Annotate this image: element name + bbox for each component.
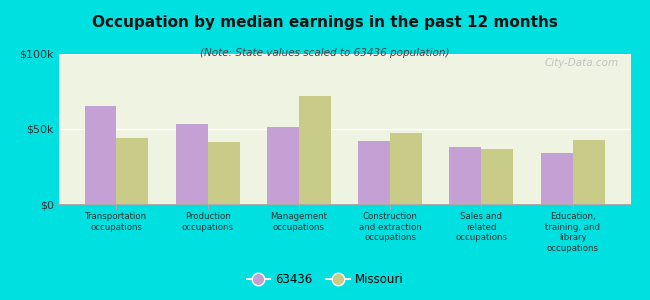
Bar (176, 124, 207, 204)
Bar (482, 148, 514, 204)
Bar (541, 153, 573, 204)
Bar (358, 141, 390, 204)
Bar (84, 106, 116, 204)
Bar (207, 142, 240, 204)
Bar (449, 147, 482, 204)
Legend: 63436, Missouri: 63436, Missouri (242, 269, 408, 291)
Bar (390, 134, 422, 204)
Bar (116, 138, 148, 204)
Bar (267, 128, 299, 204)
Text: Occupation by median earnings in the past 12 months: Occupation by median earnings in the pas… (92, 15, 558, 30)
Bar (299, 96, 331, 204)
Text: (Note: State values scaled to 63436 population): (Note: State values scaled to 63436 popu… (200, 48, 450, 58)
Bar (573, 140, 604, 204)
Text: City-Data.com: City-Data.com (545, 58, 619, 68)
